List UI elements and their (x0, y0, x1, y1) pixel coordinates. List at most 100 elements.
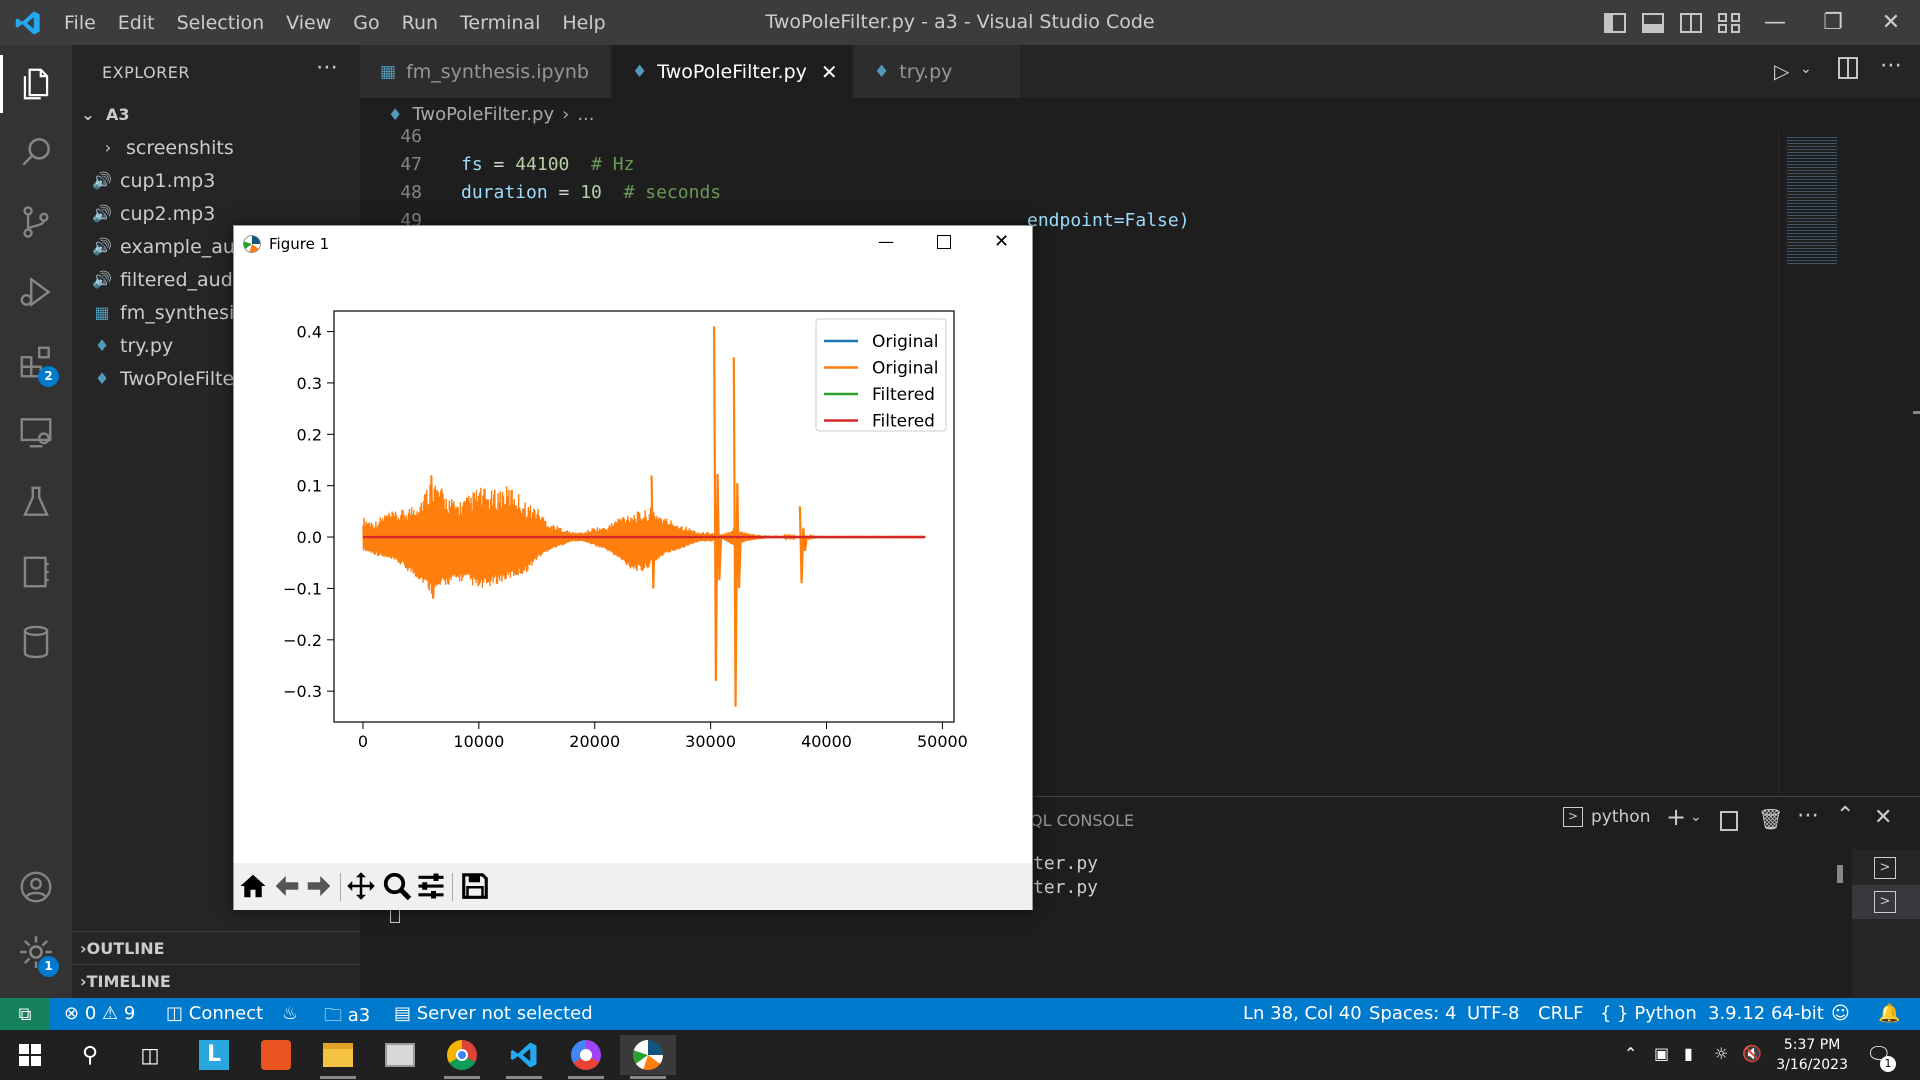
figure-minimize-icon[interactable]: — (878, 232, 894, 251)
toggle-secondary-sidebar-icon[interactable] (1680, 12, 1702, 33)
maximize-panel-icon[interactable]: ⌃ (1836, 803, 1855, 828)
chrome-icon[interactable] (434, 1035, 490, 1079)
search-icon[interactable] (0, 120, 72, 184)
extensions-icon[interactable]: 2 (0, 330, 72, 394)
source-control-icon[interactable] (0, 190, 72, 254)
explorer-icon[interactable] (0, 52, 72, 116)
terminal-instance-icon[interactable]: > (1874, 857, 1896, 879)
forward-arrow-icon[interactable] (304, 871, 334, 901)
menu-selection[interactable]: Selection (176, 11, 265, 34)
end-of-line[interactable]: CRLF (1538, 1003, 1584, 1024)
breadcrumb-file[interactable]: TwoPoleFilter.py (412, 104, 555, 125)
save-icon[interactable] (460, 871, 490, 901)
menu-terminal[interactable]: Terminal (460, 11, 541, 34)
breadcrumb-symbol[interactable]: ... (577, 104, 595, 125)
restore-icon[interactable]: ❐ (1823, 10, 1843, 35)
configure-icon[interactable] (416, 871, 446, 901)
home-icon[interactable] (238, 871, 268, 901)
close-panel-icon[interactable]: ✕ (1874, 805, 1893, 830)
close-icon[interactable]: ✕ (1881, 10, 1901, 35)
notifications-bell-icon[interactable]: 🔔 (1878, 1003, 1901, 1024)
minimap[interactable] (1778, 131, 1920, 796)
waveform-chart[interactable]: 0 10000 20000 30000 40000 50000 0.4 0.3 0.2 0.1 0.… (234, 263, 1032, 863)
menu-view[interactable]: View (286, 11, 332, 34)
menu-go[interactable]: Go (353, 11, 380, 34)
tree-item-twopolefilter[interactable]: ♦ TwoPoleFilter (72, 362, 360, 395)
vscode-taskbar-icon[interactable] (496, 1035, 552, 1079)
terminal-instance-icon[interactable]: > (1874, 891, 1896, 913)
timeline-section[interactable]: › TIMELINE (72, 964, 360, 997)
app-l-icon[interactable]: L (186, 1035, 242, 1075)
notebook-icon[interactable] (0, 540, 72, 604)
minimize-icon[interactable]: — (1764, 10, 1786, 35)
tree-item-filtered-audio[interactable]: 🔊 filtered_audi (92, 268, 239, 291)
chrome-alt-icon[interactable] (558, 1035, 614, 1079)
database-icon[interactable] (0, 610, 72, 674)
system-clock[interactable]: 5:37 PM 3/16/2023 (1776, 1035, 1848, 1075)
tab-twopolefilter[interactable]: ♦ TwoPoleFilter.py ✕ (612, 45, 852, 98)
accounts-icon[interactable] (0, 855, 72, 919)
back-arrow-icon[interactable] (272, 871, 302, 901)
chevron-up-icon[interactable]: ⌃ (1624, 1044, 1638, 1063)
run-debug-icon[interactable] (0, 260, 72, 324)
cursor-position[interactable]: Ln 38, Col 40 (1243, 1003, 1362, 1024)
problems-status[interactable]: ⊗ 0 ⚠ 9 (64, 1003, 136, 1024)
tree-item-example-audio[interactable]: 🔊 example_auc (92, 235, 246, 258)
toggle-panel-icon[interactable] (1642, 12, 1664, 33)
language-mode[interactable]: { } Python (1600, 1003, 1697, 1024)
menu-file[interactable]: File (64, 11, 96, 34)
more-actions-icon[interactable]: ⋯ (316, 55, 338, 80)
tab-try-py[interactable]: ♦ try.py (854, 45, 1020, 98)
manage-gear-icon[interactable]: 1 (0, 920, 72, 984)
terminal-scrollbar[interactable] (1837, 865, 1843, 883)
close-tab-icon[interactable]: ✕ (820, 59, 838, 84)
tab-fm-synthesis[interactable]: ▦ fm_synthesis.ipynb (360, 45, 610, 98)
customize-layout-icon[interactable] (1718, 12, 1740, 33)
tree-item-cup2[interactable]: 🔊 cup2.mp3 (92, 202, 216, 225)
menu-edit[interactable]: Edit (117, 11, 155, 34)
folder-status[interactable]: 🗀 a3 (324, 1005, 371, 1026)
figure-close-icon[interactable]: ✕ (994, 231, 1010, 252)
trash-icon[interactable]: 🗑 (1758, 807, 1784, 831)
panel-more-icon[interactable]: ⋯ (1797, 803, 1819, 828)
terminal-dropdown-icon[interactable]: ⌄ (1690, 809, 1702, 825)
pan-icon[interactable] (346, 871, 376, 901)
menu-run[interactable]: Run (401, 11, 439, 34)
matplotlib-taskbar-icon[interactable] (620, 1035, 676, 1079)
toggle-primary-sidebar-icon[interactable] (1604, 12, 1626, 33)
wifi-icon[interactable]: ☼ (1714, 1044, 1729, 1063)
tree-item-fm-synthesis[interactable]: ▦ fm_synthesis (72, 296, 360, 329)
panel-tab-sql-console[interactable]: QL CONSOLE (1030, 811, 1135, 830)
editor-more-icon[interactable]: ⋯ (1880, 53, 1902, 78)
server-status[interactable]: ▤ Server not selected (394, 1003, 593, 1024)
testing-icon[interactable] (0, 470, 72, 534)
terminal-shell-selector[interactable]: > python (1563, 807, 1650, 827)
zoom-icon[interactable] (382, 871, 412, 901)
ubuntu-icon[interactable] (248, 1035, 304, 1075)
new-terminal-icon[interactable]: + (1666, 803, 1687, 831)
encoding[interactable]: UTF-8 (1467, 1003, 1520, 1024)
tree-item-screenshits[interactable]: › screenshits (72, 131, 360, 164)
figure-maximize-icon[interactable] (937, 235, 951, 249)
network-device-icon[interactable]: ▣ (1654, 1044, 1670, 1063)
menu-help[interactable]: Help (562, 11, 606, 34)
battery-icon[interactable]: ▮ (1684, 1044, 1693, 1063)
tree-item-try-py[interactable]: ♦ try.py (72, 329, 360, 362)
feedback-icon[interactable]: ☺ (1831, 1003, 1850, 1024)
search-icon[interactable]: ⚲ (81, 1042, 99, 1068)
run-python-icon[interactable]: ▷ (1774, 59, 1790, 83)
flame-icon[interactable]: ♨ (282, 1003, 299, 1024)
python-interpreter[interactable]: 3.9.12 64-bit (1708, 1003, 1824, 1024)
file-explorer-icon[interactable] (310, 1035, 366, 1079)
remote-indicator-icon[interactable]: ⧉ (0, 998, 50, 1030)
indentation[interactable]: Spaces: 4 (1369, 1003, 1457, 1024)
folder-a3[interactable]: ⌄ A3 (72, 98, 360, 131)
connect-status[interactable]: ◫ Connect (166, 1003, 264, 1024)
task-view-icon[interactable]: ◫ (140, 1043, 160, 1067)
outline-section[interactable]: › OUTLINE (72, 931, 360, 964)
app-window-icon[interactable] (372, 1035, 428, 1075)
volume-muted-icon[interactable]: 🔇 (1742, 1044, 1762, 1063)
tree-item-cup1[interactable]: 🔊 cup1.mp3 (92, 169, 216, 192)
split-terminal-icon[interactable] (1720, 811, 1738, 831)
windows-start-icon[interactable] (2, 1035, 58, 1075)
